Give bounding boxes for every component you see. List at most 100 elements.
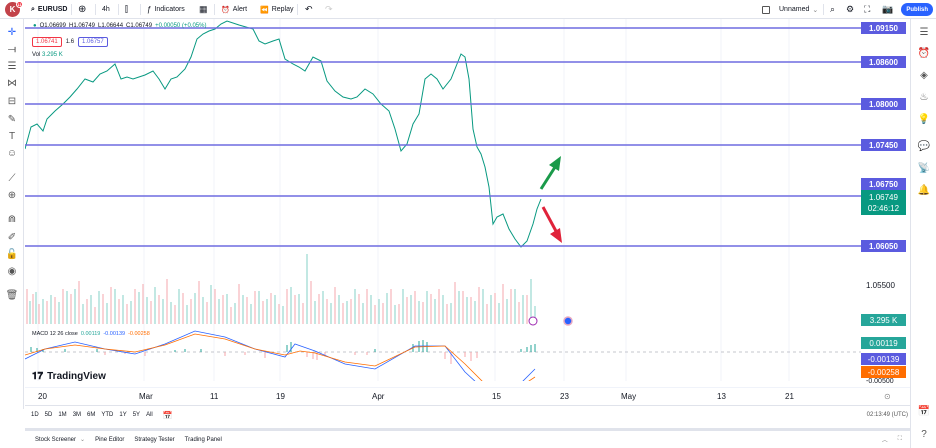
emoji-tool[interactable]: ☺ bbox=[5, 147, 19, 159]
close-value: C1.06749 bbox=[126, 23, 153, 29]
undo-icon: ↶ bbox=[305, 4, 313, 14]
range-6m[interactable]: 6M bbox=[87, 412, 96, 418]
bearish-arrow bbox=[541, 206, 562, 243]
measure-tool[interactable]: ⟋ bbox=[5, 172, 19, 184]
histogram-pill: -0.00258 bbox=[861, 366, 906, 378]
fib-tool[interactable]: ☰ bbox=[5, 60, 19, 72]
text-tool[interactable]: T bbox=[5, 130, 19, 142]
layout-select[interactable]: Unnamed ⌄ bbox=[762, 0, 818, 19]
line-icon: ⟞ bbox=[7, 43, 17, 55]
chart-pane[interactable] bbox=[25, 19, 861, 381]
watchlist-button[interactable]: ☰ bbox=[917, 25, 931, 39]
pattern-tool[interactable]: ⋈ bbox=[5, 77, 19, 89]
tab-pine-editor[interactable]: Pine Editor bbox=[95, 436, 125, 443]
tab-strategy-tester[interactable]: Strategy Tester bbox=[134, 436, 175, 443]
level-label: 1.09150 bbox=[861, 22, 906, 34]
tradingview-logo[interactable]: 𝟏𝟕 TradingView bbox=[32, 371, 106, 382]
settings-button[interactable]: ⚙ bbox=[846, 0, 854, 19]
snapshot-button[interactable]: 📷 bbox=[882, 0, 893, 19]
trendline-tool[interactable]: ⟞ bbox=[5, 43, 19, 55]
goto-date-icon[interactable]: 📅 bbox=[162, 410, 173, 420]
macd-line bbox=[25, 330, 536, 381]
delete-tool[interactable]: 🗑 bbox=[5, 289, 19, 301]
brush-tool[interactable]: ✎ bbox=[5, 113, 19, 125]
alerts-button[interactable]: ⏰ bbox=[917, 46, 931, 60]
signal-line bbox=[25, 333, 536, 381]
interval-button[interactable]: 4h bbox=[102, 6, 110, 13]
help-button[interactable]: ? bbox=[917, 427, 931, 441]
lightbulb-icon: 💡 bbox=[917, 113, 931, 125]
level-label: 1.06750 bbox=[861, 178, 906, 190]
macd-legend: MACD 12 26 close 0.00119 -0.00139 -0.002… bbox=[32, 331, 150, 337]
prediction-tool[interactable]: ⊟ bbox=[5, 95, 19, 107]
hotlists-button[interactable]: ♨ bbox=[917, 90, 931, 104]
chevron-down-icon[interactable]: ⌄ bbox=[80, 437, 86, 443]
magnet-tool[interactable]: ⋒ bbox=[5, 213, 19, 225]
volume-legend: Vol 3.295 K bbox=[32, 52, 63, 58]
lock-tool[interactable]: 🔓 bbox=[5, 248, 19, 260]
range-3m[interactable]: 3M bbox=[72, 412, 82, 418]
chart-type-button[interactable]: ⫿ bbox=[125, 0, 128, 19]
spread-value: 1.6 bbox=[65, 39, 75, 45]
fib-icon: ☰ bbox=[7, 60, 17, 72]
chats-button[interactable]: 💬 bbox=[917, 139, 931, 153]
clock-utc[interactable]: 02:13:49 (UTC) bbox=[866, 412, 908, 418]
replay-button[interactable]: ⏪ Replay bbox=[260, 6, 294, 14]
sell-button[interactable]: 1.06741 bbox=[32, 37, 62, 47]
object-tree-button[interactable]: ◈ bbox=[917, 68, 931, 82]
fullscreen-button[interactable]: ⛶ bbox=[864, 0, 870, 19]
avatar[interactable]: K 11 bbox=[5, 1, 23, 17]
ohlc-legend: ● O1.06699 H1.06749 L1.06644 C1.06749 +0… bbox=[33, 23, 206, 29]
notifications-button[interactable]: 🔔 bbox=[917, 183, 931, 197]
alert-button[interactable]: ⏰ Alert bbox=[221, 6, 248, 14]
range-1m[interactable]: 1M bbox=[58, 412, 67, 418]
compare-symbol-button[interactable]: ⊕ bbox=[78, 0, 86, 19]
bottom-panel-tabs: Stock Screener ⌄ Pine Editor Strategy Te… bbox=[25, 428, 910, 448]
streams-button[interactable]: 📡 bbox=[917, 161, 931, 175]
grid-icon: ▦ bbox=[199, 4, 208, 14]
trash-icon: 🗑 bbox=[5, 289, 19, 301]
range-1y[interactable]: 1Y bbox=[119, 412, 127, 418]
bell-icon: 🔔 bbox=[917, 184, 931, 196]
quick-search-button[interactable]: ⌕ bbox=[830, 0, 835, 19]
maximize-panel-icon[interactable]: ⛶ bbox=[897, 436, 902, 442]
range-1d[interactable]: 1D bbox=[31, 412, 39, 418]
brush-icon: ✎ bbox=[7, 113, 17, 125]
change-value: +0.00050 (+0.05%) bbox=[155, 23, 207, 29]
buy-button[interactable]: 1.06757 bbox=[78, 37, 108, 47]
chevron-down-icon: ⌄ bbox=[812, 6, 819, 14]
range-ytd[interactable]: YTD bbox=[101, 412, 114, 418]
replay-icon: ⏪ bbox=[260, 6, 269, 14]
range-5d[interactable]: 5D bbox=[44, 412, 53, 418]
collapse-panel-icon[interactable]: ︿ bbox=[881, 438, 888, 444]
ruler-icon: ⟋ bbox=[8, 172, 16, 184]
flash-icon bbox=[528, 316, 538, 326]
redo-button[interactable]: ↷ bbox=[325, 0, 333, 19]
camera-icon: 📷 bbox=[882, 4, 894, 14]
calendar-button[interactable]: 📅 bbox=[917, 404, 931, 418]
current-price-label: 1.06749 02:46:12 bbox=[861, 190, 906, 215]
crosshair-tool[interactable]: ✛ bbox=[5, 26, 19, 38]
ideas-button[interactable]: 💡 bbox=[917, 112, 931, 126]
list-icon: ☰ bbox=[919, 26, 929, 38]
tab-stock-screener[interactable]: Stock Screener bbox=[35, 436, 77, 443]
range-all[interactable]: All bbox=[146, 412, 153, 418]
templates-button[interactable]: ▦ bbox=[199, 0, 208, 19]
range-5y[interactable]: 5Y bbox=[132, 412, 141, 418]
indicators-icon: ƒ bbox=[147, 5, 152, 14]
price-tick: -0.00500 bbox=[866, 378, 894, 385]
symbol-search[interactable]: ⌕ EURUSD bbox=[31, 5, 68, 14]
undo-button[interactable]: ↶ bbox=[305, 0, 313, 19]
event-marker-icon bbox=[563, 316, 573, 326]
indicators-button[interactable]: ƒ Indicators bbox=[147, 5, 185, 14]
level-label: 1.07450 bbox=[861, 139, 906, 151]
publish-button[interactable]: Publish bbox=[901, 3, 933, 16]
zoom-tool[interactable]: ⊕ bbox=[5, 189, 19, 201]
visibility-toggle-icon[interactable]: ● bbox=[33, 23, 37, 29]
time-axis[interactable]: 20 Mar 11 19 Apr 15 23 May 13 21 ⊙ bbox=[25, 387, 910, 405]
stay-drawing-tool[interactable]: ✐ bbox=[5, 231, 19, 243]
axis-settings-icon[interactable]: ⊙ bbox=[884, 392, 891, 401]
date-range-bar: 1D 5D 1M 3M 6M YTD 1Y 5Y All 📅 bbox=[25, 405, 910, 424]
tab-trading-panel[interactable]: Trading Panel bbox=[184, 436, 222, 443]
hide-tool[interactable]: ◉ bbox=[5, 265, 19, 277]
